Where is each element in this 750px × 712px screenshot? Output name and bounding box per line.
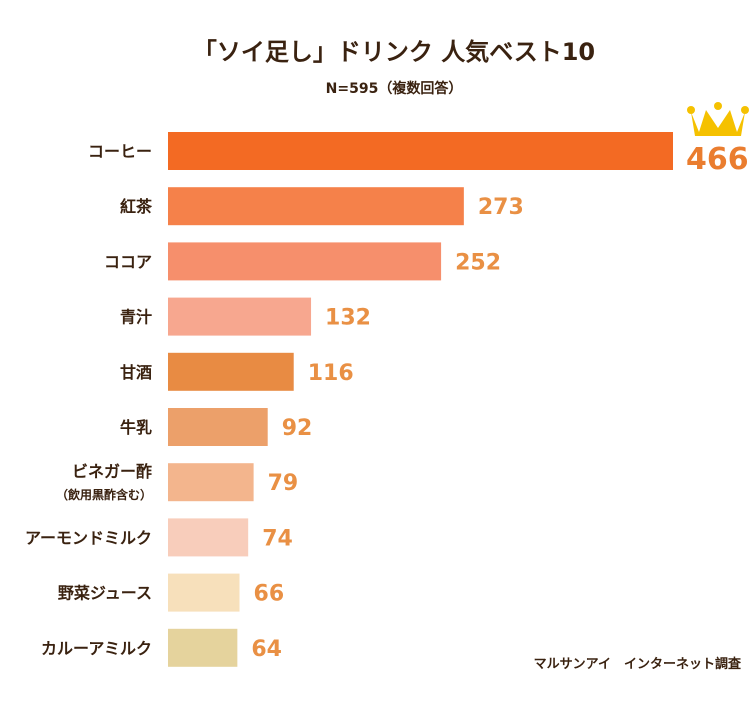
value-label-6: 92	[282, 416, 313, 441]
value-label-10: 64	[251, 637, 282, 662]
chart-title: 「ソイ足し」ドリンク 人気ベスト10	[193, 38, 595, 66]
bar-4	[168, 297, 312, 336]
chart-subtitle: N=595（複数回答）	[326, 80, 463, 97]
value-label-4: 132	[325, 306, 371, 331]
value-label-2: 273	[478, 195, 524, 220]
category-sublabel-7: （飲用黒酢含む）	[56, 487, 152, 502]
category-label-8: アーモンドミルク	[25, 528, 152, 547]
bar-10	[168, 628, 238, 667]
category-label-10: カルーアミルク	[41, 639, 152, 658]
category-label-4: 青汁	[120, 308, 152, 327]
value-label-8: 74	[262, 526, 293, 551]
crown-icon	[687, 102, 749, 136]
bar-1	[168, 132, 673, 170]
value-label-5: 116	[308, 361, 354, 386]
bar-9	[168, 573, 240, 612]
value-label-1: 466	[686, 142, 749, 177]
bar-2	[168, 187, 464, 226]
bar-8	[168, 518, 249, 557]
category-label-7: ビネガー酢	[72, 462, 152, 481]
value-labels: 466 273 252 132 116 92 79 74 66 64	[251, 142, 748, 662]
bar-3	[168, 242, 442, 281]
category-label-6: 牛乳	[120, 418, 152, 437]
bars-layer	[168, 132, 673, 667]
category-label-9: 野菜ジュース	[58, 584, 152, 603]
category-label-5: 甘酒	[120, 363, 152, 382]
bar-7	[168, 463, 254, 502]
bar-5	[168, 352, 294, 391]
value-label-3: 252	[455, 250, 501, 275]
category-label-1: コーヒー	[88, 142, 152, 161]
value-label-7: 79	[268, 471, 299, 496]
category-label-2: 紅茶	[120, 197, 153, 216]
source-note: マルサンアイ インターネット調査	[534, 656, 742, 672]
bar-6	[168, 408, 268, 446]
value-label-9: 66	[254, 582, 285, 607]
category-label-3: ココア	[104, 252, 152, 271]
